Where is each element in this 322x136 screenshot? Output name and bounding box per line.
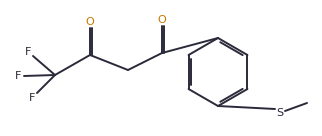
Text: O: O <box>158 15 166 25</box>
Text: F: F <box>15 71 21 81</box>
Text: O: O <box>86 17 94 27</box>
Text: F: F <box>25 47 31 57</box>
Text: S: S <box>277 108 284 118</box>
Text: F: F <box>29 93 35 103</box>
